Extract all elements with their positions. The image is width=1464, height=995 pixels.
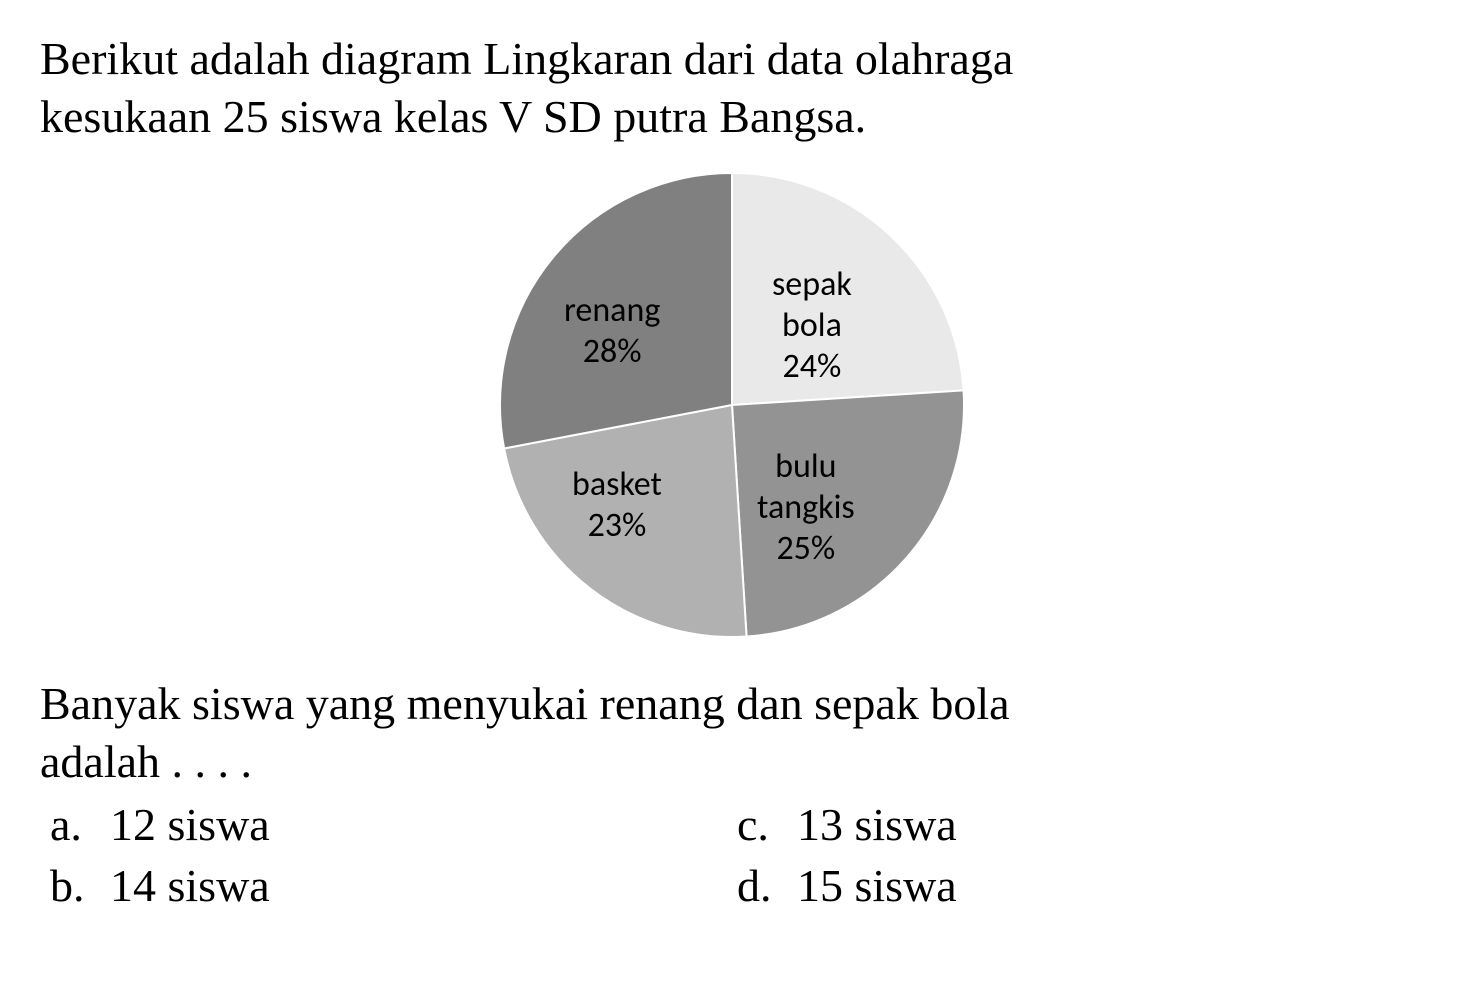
prompt-text: Banyak siswa yang menyukai renang dan se… xyxy=(40,675,1424,790)
pie-chart: sepakbola24%bulutangkis25%basket23%renan… xyxy=(492,165,972,645)
option-c: c. 13 siswa xyxy=(737,798,1424,851)
option-d-letter: d. xyxy=(737,859,797,912)
pie-slice-1 xyxy=(732,390,964,636)
option-a-letter: a. xyxy=(50,798,110,851)
option-a-text: 12 siswa xyxy=(110,798,270,851)
question-line1: Berikut adalah diagram Lingkaran dari da… xyxy=(40,33,1013,84)
question-line2: kesukaan 25 siswa kelas V SD putra Bangs… xyxy=(40,91,866,142)
option-b: b. 14 siswa xyxy=(50,859,737,912)
option-b-text: 14 siswa xyxy=(110,859,270,912)
question-text: Berikut adalah diagram Lingkaran dari da… xyxy=(40,30,1424,145)
option-c-text: 13 siswa xyxy=(797,798,957,851)
answer-options: a. 12 siswa c. 13 siswa b. 14 siswa d. 1… xyxy=(40,798,1424,912)
pie-slice-0 xyxy=(732,173,964,405)
option-d-text: 15 siswa xyxy=(797,859,957,912)
pie-chart-container: sepakbola24%bulutangkis25%basket23%renan… xyxy=(40,165,1424,645)
pie-slice-3 xyxy=(500,173,732,448)
option-a: a. 12 siswa xyxy=(50,798,737,851)
pie-svg xyxy=(492,165,972,645)
option-d: d. 15 siswa xyxy=(737,859,1424,912)
option-b-letter: b. xyxy=(50,859,110,912)
prompt-line2: adalah . . . . xyxy=(40,736,252,787)
prompt-line1: Banyak siswa yang menyukai renang dan se… xyxy=(40,678,1010,729)
option-c-letter: c. xyxy=(737,798,797,851)
